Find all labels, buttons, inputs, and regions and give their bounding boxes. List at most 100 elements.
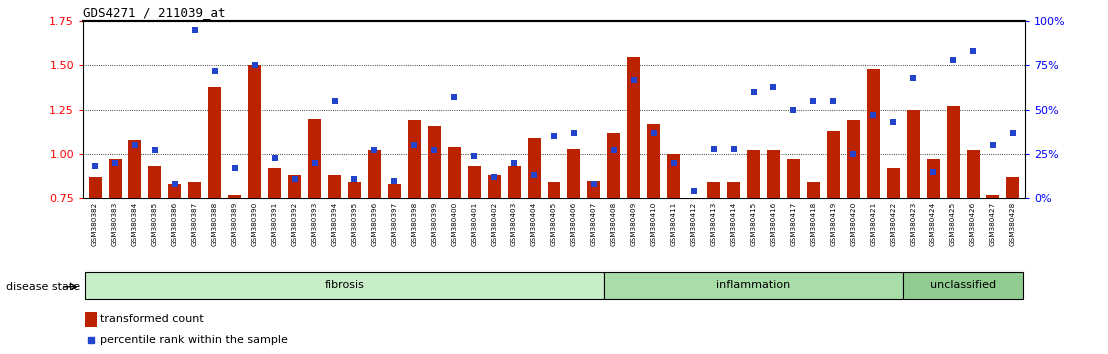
Bar	[827, 131, 840, 198]
Bar	[607, 133, 620, 198]
Bar	[85, 272, 604, 299]
Text: percentile rank within the sample: percentile rank within the sample	[100, 335, 288, 346]
Text: GSM380385: GSM380385	[152, 202, 158, 246]
Bar	[604, 272, 903, 299]
Text: GSM380414: GSM380414	[730, 202, 737, 246]
Bar	[966, 150, 979, 198]
Bar	[886, 168, 900, 198]
Text: GSM380420: GSM380420	[850, 202, 856, 246]
Text: GSM380392: GSM380392	[291, 202, 298, 246]
Text: GSM380423: GSM380423	[910, 202, 916, 246]
Bar	[228, 195, 242, 198]
Text: GSM380427: GSM380427	[989, 202, 996, 246]
Text: GSM380403: GSM380403	[511, 202, 517, 246]
Bar	[388, 184, 401, 198]
Text: GSM380419: GSM380419	[830, 202, 837, 246]
Text: GSM380406: GSM380406	[571, 202, 577, 246]
Bar	[667, 154, 680, 198]
Bar	[208, 87, 222, 198]
Text: GSM380416: GSM380416	[770, 202, 777, 246]
Text: GSM380404: GSM380404	[531, 202, 537, 246]
Text: disease state: disease state	[6, 282, 80, 292]
Text: GSM380399: GSM380399	[431, 202, 438, 246]
Bar	[946, 106, 960, 198]
Bar	[368, 150, 381, 198]
Text: GSM380395: GSM380395	[351, 202, 358, 246]
Bar	[168, 184, 182, 198]
Text: GSM380387: GSM380387	[192, 202, 198, 246]
Text: GSM380390: GSM380390	[252, 202, 258, 246]
Text: unclassified: unclassified	[930, 280, 996, 290]
Text: GSM380396: GSM380396	[371, 202, 378, 246]
Text: GSM380398: GSM380398	[411, 202, 418, 246]
Text: GSM380401: GSM380401	[471, 202, 478, 246]
Text: inflammation: inflammation	[717, 280, 791, 290]
Text: GSM380421: GSM380421	[870, 202, 876, 246]
Text: GSM380417: GSM380417	[790, 202, 797, 246]
Bar	[448, 147, 461, 198]
Bar	[507, 166, 521, 198]
Bar	[85, 312, 98, 326]
Bar	[926, 159, 940, 198]
Bar	[647, 124, 660, 198]
Text: GSM380426: GSM380426	[970, 202, 976, 246]
Bar	[866, 69, 880, 198]
Text: GSM380422: GSM380422	[890, 202, 896, 246]
Text: GSM380405: GSM380405	[551, 202, 557, 246]
Bar	[328, 175, 341, 198]
Bar	[408, 120, 421, 198]
Text: GSM380394: GSM380394	[331, 202, 338, 246]
Text: fibrosis: fibrosis	[325, 280, 365, 290]
Text: GSM380389: GSM380389	[232, 202, 238, 246]
Bar	[348, 182, 361, 198]
Text: GSM380407: GSM380407	[591, 202, 597, 246]
Bar	[148, 166, 162, 198]
Text: GSM380418: GSM380418	[810, 202, 817, 246]
Text: GSM380415: GSM380415	[750, 202, 757, 246]
Text: GSM380412: GSM380412	[690, 202, 697, 246]
Text: GSM380383: GSM380383	[112, 202, 119, 246]
Text: GSM380393: GSM380393	[311, 202, 318, 246]
Bar	[248, 65, 261, 198]
Text: GSM380400: GSM380400	[451, 202, 458, 246]
Bar	[906, 110, 920, 198]
Bar	[767, 150, 780, 198]
Bar	[308, 119, 321, 198]
Bar	[707, 182, 720, 198]
Text: GSM380384: GSM380384	[132, 202, 138, 246]
Bar	[587, 181, 601, 198]
Text: GSM380397: GSM380397	[391, 202, 398, 246]
Bar	[687, 198, 700, 204]
Text: GSM380424: GSM380424	[930, 202, 936, 246]
Bar	[986, 195, 999, 198]
Bar	[188, 182, 202, 198]
Bar	[109, 159, 122, 198]
Bar	[903, 272, 1023, 299]
Bar	[268, 168, 281, 198]
Bar	[547, 182, 561, 198]
Bar	[428, 126, 441, 198]
Text: GSM380391: GSM380391	[271, 202, 278, 246]
Bar	[89, 177, 102, 198]
Text: GSM380410: GSM380410	[650, 202, 657, 246]
Bar	[807, 182, 820, 198]
Bar	[727, 182, 740, 198]
Bar	[627, 57, 640, 198]
Text: GSM380388: GSM380388	[212, 202, 218, 246]
Bar	[488, 175, 501, 198]
Bar	[847, 120, 860, 198]
Text: GSM380382: GSM380382	[92, 202, 99, 246]
Text: GSM380402: GSM380402	[491, 202, 497, 246]
Text: GSM380411: GSM380411	[670, 202, 677, 246]
Bar	[288, 175, 301, 198]
Bar	[567, 149, 581, 198]
Bar	[468, 166, 481, 198]
Text: GDS4271 / 211039_at: GDS4271 / 211039_at	[83, 6, 226, 19]
Bar	[527, 138, 541, 198]
Bar	[1006, 177, 1019, 198]
Text: transformed count: transformed count	[100, 314, 204, 324]
Bar	[747, 150, 760, 198]
Bar	[129, 140, 142, 198]
Bar	[787, 159, 800, 198]
Text: GSM380386: GSM380386	[172, 202, 178, 246]
